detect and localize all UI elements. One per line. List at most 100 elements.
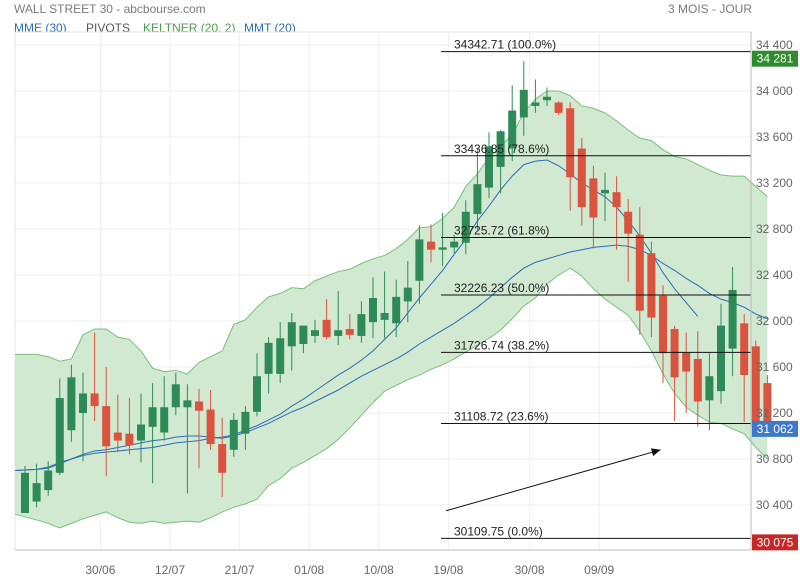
candle-body: [137, 424, 145, 441]
price-tag-last: [752, 420, 798, 437]
candle-down: [635, 207, 644, 335]
axes: 30 400 30 800 31 200 31 600 32 000 32 400 32 8…: [15, 32, 798, 577]
candle-down: [345, 314, 354, 340]
x-tick-label: 09/09: [584, 563, 614, 577]
fib-label: 31108.72 (23.6%): [454, 409, 549, 423]
candle-body: [21, 472, 29, 514]
candle-body: [183, 400, 192, 408]
candle-body: [461, 211, 470, 243]
candles: [21, 61, 772, 514]
x-tick-label: 21/07: [225, 563, 255, 577]
candle-up: [55, 378, 64, 476]
candle-up: [357, 301, 366, 343]
candle-body: [624, 211, 633, 234]
candle-body: [705, 376, 714, 401]
candle-down: [751, 340, 760, 427]
candle-down: [206, 390, 215, 450]
y-tick-label: 34 000: [756, 84, 793, 98]
candle-body: [577, 148, 586, 208]
candle-up: [392, 279, 401, 338]
candle-up: [171, 372, 180, 416]
candle-body: [647, 253, 656, 318]
candle-body: [670, 329, 679, 378]
x-tick-label: 01/08: [294, 563, 324, 577]
candle-up: [380, 271, 389, 339]
candle-up: [334, 291, 343, 346]
candle-body: [369, 298, 377, 323]
candle-up: [148, 383, 157, 484]
x-tick-label: 10/08: [364, 563, 394, 577]
candle-body: [612, 192, 621, 208]
candle-up: [531, 79, 540, 113]
fib-label: 34342.71 (100.0%): [454, 38, 556, 52]
candle-body: [32, 483, 41, 502]
candle-up: [461, 200, 470, 255]
candle-up: [21, 465, 29, 514]
price-tag-high: [752, 50, 798, 67]
candle-body: [229, 419, 238, 450]
candle-body: [543, 96, 551, 101]
candle-body: [415, 239, 424, 281]
candle-down: [566, 102, 575, 211]
fib-label: 30109.75 (0.0%): [454, 524, 543, 538]
price-tag-label: 30 075: [757, 535, 794, 549]
candle-up: [543, 87, 551, 106]
candle-body: [299, 325, 308, 344]
x-tick-label: 30/06: [85, 563, 115, 577]
candle-up: [438, 212, 447, 266]
candle-body: [67, 377, 76, 431]
y-tick-label: 32 000: [756, 314, 793, 328]
candle-down: [113, 394, 122, 453]
fib-label: 31726.74 (38.2%): [454, 338, 549, 352]
candle-up: [160, 376, 169, 441]
candle-up: [485, 132, 493, 198]
candle-down: [102, 367, 111, 477]
candle-up: [79, 372, 87, 462]
candle-body: [90, 393, 99, 407]
candle-up: [369, 277, 377, 339]
candle-body: [589, 178, 598, 218]
candle-down: [125, 398, 134, 455]
candle-body: [334, 330, 343, 336]
candle-body: [102, 406, 111, 447]
candle-up: [415, 225, 424, 304]
candle-up: [137, 393, 145, 463]
candle-body: [717, 325, 725, 392]
candle-up: [717, 303, 725, 404]
candle-body: [554, 102, 563, 113]
candle-body: [531, 102, 540, 106]
y-tick-label: 31 200: [756, 406, 793, 420]
candle-down: [90, 332, 99, 422]
candle-down: [554, 101, 563, 116]
candle-body: [345, 329, 354, 335]
candle-body: [160, 407, 169, 433]
y-tick-label: 30 800: [756, 452, 793, 466]
trend-arrow: [445, 449, 661, 512]
candle-body: [519, 89, 528, 118]
y-tick-label: 33 200: [756, 176, 793, 190]
candle-body: [566, 108, 575, 178]
candle-down: [322, 299, 331, 340]
candle-body: [485, 146, 493, 188]
x-tick-label: 19/08: [433, 563, 463, 577]
candle-body: [380, 312, 389, 320]
fib-label: 33436.85 (78.6%): [454, 142, 549, 156]
keltner-upper-line: [15, 90, 768, 375]
price-tag-label: 31 062: [757, 422, 794, 436]
candle-up: [264, 337, 273, 394]
candle-body: [311, 330, 319, 336]
fib-label: 32226.23 (50.0%): [454, 281, 549, 295]
candle-up: [44, 461, 53, 496]
y-tick-label: 34 400: [756, 38, 793, 52]
candle-body: [79, 393, 87, 413]
candle-body: [473, 184, 482, 215]
keltner-lower-line: [14, 267, 768, 529]
candle-body: [601, 189, 609, 194]
candle-up: [705, 353, 714, 431]
candle-up: [299, 325, 308, 354]
candle-up: [311, 319, 319, 343]
candle-up: [403, 261, 412, 323]
x-tick-label: 12/07: [155, 563, 185, 577]
